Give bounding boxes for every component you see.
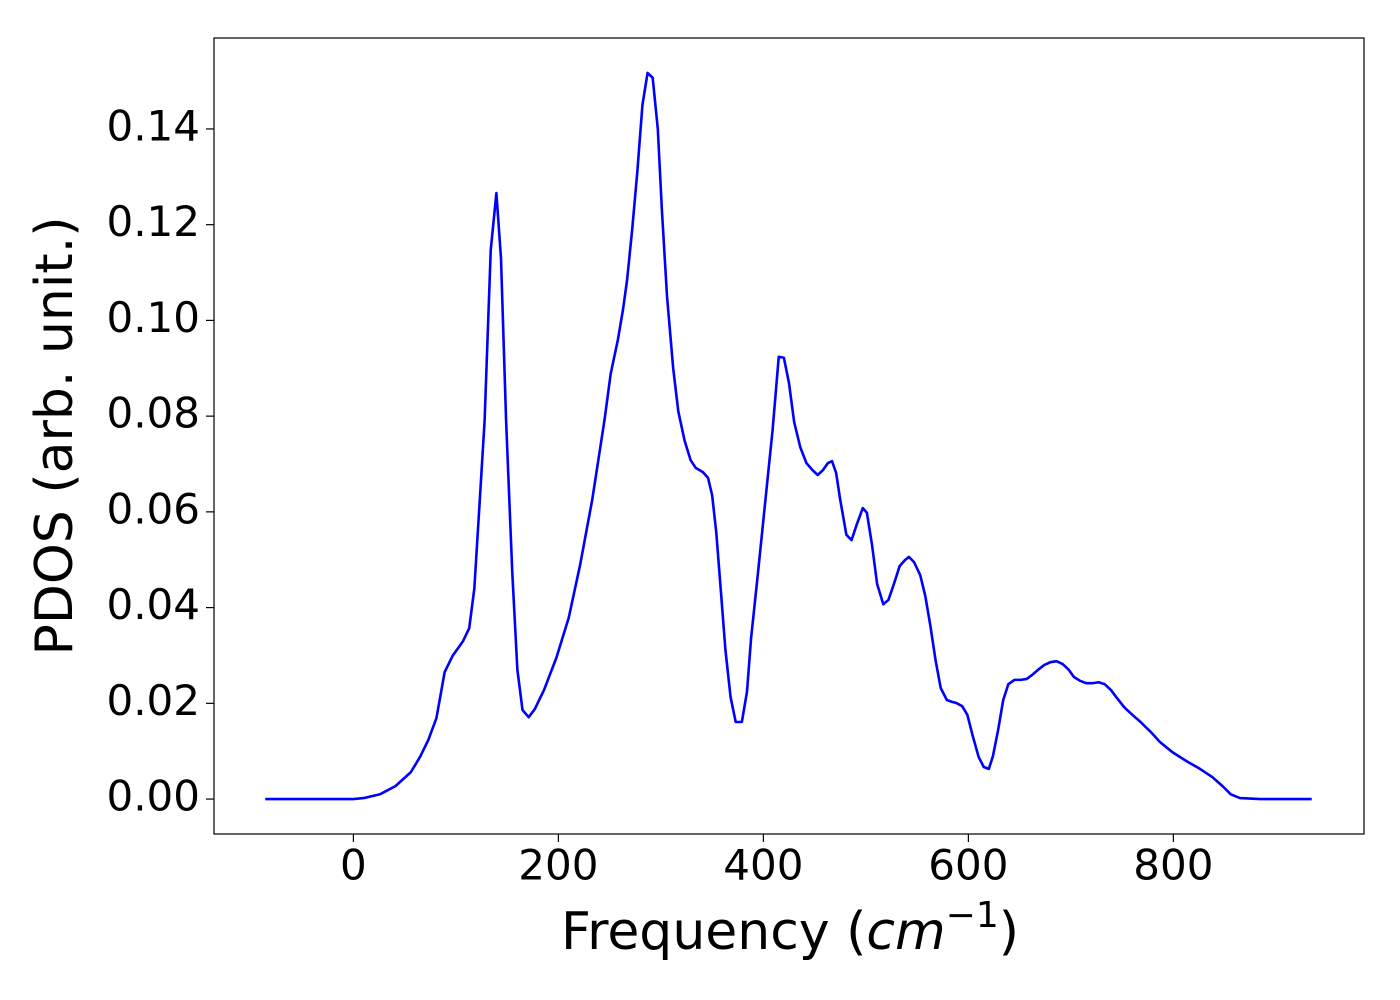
x-tick-label: 600 — [928, 841, 1008, 890]
y-tick-label: 0.06 — [106, 484, 200, 533]
x-tick-label: 0 — [340, 841, 367, 890]
y-tick-label: 0.04 — [106, 580, 200, 629]
x-axis-label-math: cm — [866, 902, 945, 962]
x-axis-label-sup: −1 — [946, 895, 999, 936]
y-tick-label: 0.10 — [106, 293, 200, 342]
x-axis-label: Frequency (cm−1) — [561, 895, 1019, 962]
data-line — [265, 71, 1312, 801]
y-tick-label: 0.14 — [106, 101, 200, 150]
y-tick-label: 0.08 — [106, 389, 200, 438]
y-axis-label: PDOS (arb. unit.) — [25, 216, 85, 655]
x-axis-label-close: ) — [999, 902, 1019, 962]
y-tick-label: 0.12 — [106, 197, 200, 246]
x-tick-label: 200 — [518, 841, 598, 890]
plot-frame — [213, 37, 1365, 835]
x-axis-label-text: Frequency ( — [561, 902, 866, 962]
y-tick-label: 0.02 — [106, 676, 200, 725]
x-tick-label: 800 — [1133, 841, 1213, 890]
x-tick-label: 400 — [723, 841, 803, 890]
y-tick-label: 0.00 — [106, 772, 200, 821]
